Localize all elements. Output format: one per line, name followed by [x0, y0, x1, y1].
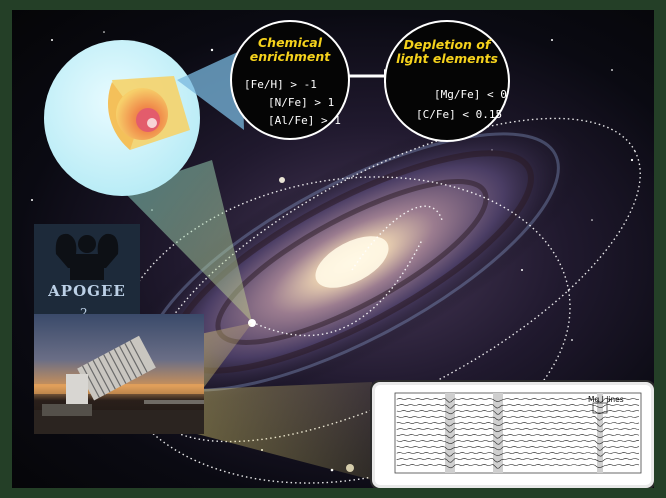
- depletion-title: Depletion of light elements: [396, 37, 498, 66]
- spectrum-trace: [396, 404, 640, 409]
- spectrum-trace: [396, 446, 640, 451]
- flexing-figure-icon: [34, 224, 140, 324]
- c-fe-ratio: [C/Fe] < 0.15: [416, 108, 503, 121]
- spectrum-trace: [396, 422, 640, 427]
- star-cutaway: [44, 40, 200, 196]
- apogee-number: 2: [80, 306, 88, 320]
- mg-fe-ratio: [Mg/Fe] < 0: [434, 88, 507, 101]
- zoom-cone: [122, 160, 252, 322]
- spectrum-plot: [394, 392, 642, 474]
- apogee-wordmark: APOGEE: [48, 282, 126, 300]
- galaxy-artwork: [31, 29, 641, 484]
- al-fe-ratio: [Al/Fe] > 1: [268, 114, 341, 127]
- chemical-enrichment-bubble: Chemical enrichment [Fe/H] > -1 [N/Fe] >…: [230, 20, 350, 140]
- telescope-icon: [34, 335, 204, 434]
- spectrum-trace: [396, 428, 640, 433]
- fe-h-ratio: [Fe/H] > -1: [244, 78, 317, 91]
- mg-lines-label: Mg I lines: [588, 395, 624, 404]
- bubble-cone: [177, 50, 244, 130]
- spectrum-plot-card: Mg I lines: [372, 382, 654, 488]
- light-element-depletion-bubble: Depletion of light elements [Mg/Fe] < 0 …: [384, 20, 510, 142]
- spectrum-trace: [396, 452, 640, 457]
- spectrum-trace: [396, 416, 640, 421]
- spectrum-trace: [396, 398, 640, 403]
- spectrum-beam: [182, 382, 372, 480]
- spectrum-trace: [396, 440, 640, 445]
- apogee-logo-panel: APOGEE 2: [34, 224, 140, 324]
- spectrum-trace: [396, 458, 640, 463]
- n-fe-ratio: [N/Fe] > 1: [268, 96, 335, 109]
- spectrum-trace: [396, 434, 640, 439]
- spectrum-trace: [396, 410, 640, 415]
- spectrum-trace: [396, 464, 640, 469]
- galaxy-scene: Chemical enrichment [Fe/H] > -1 [N/Fe] >…: [12, 10, 654, 488]
- telescope-photo: [34, 314, 204, 434]
- chemical-enrichment-title: Chemical enrichment: [249, 35, 331, 64]
